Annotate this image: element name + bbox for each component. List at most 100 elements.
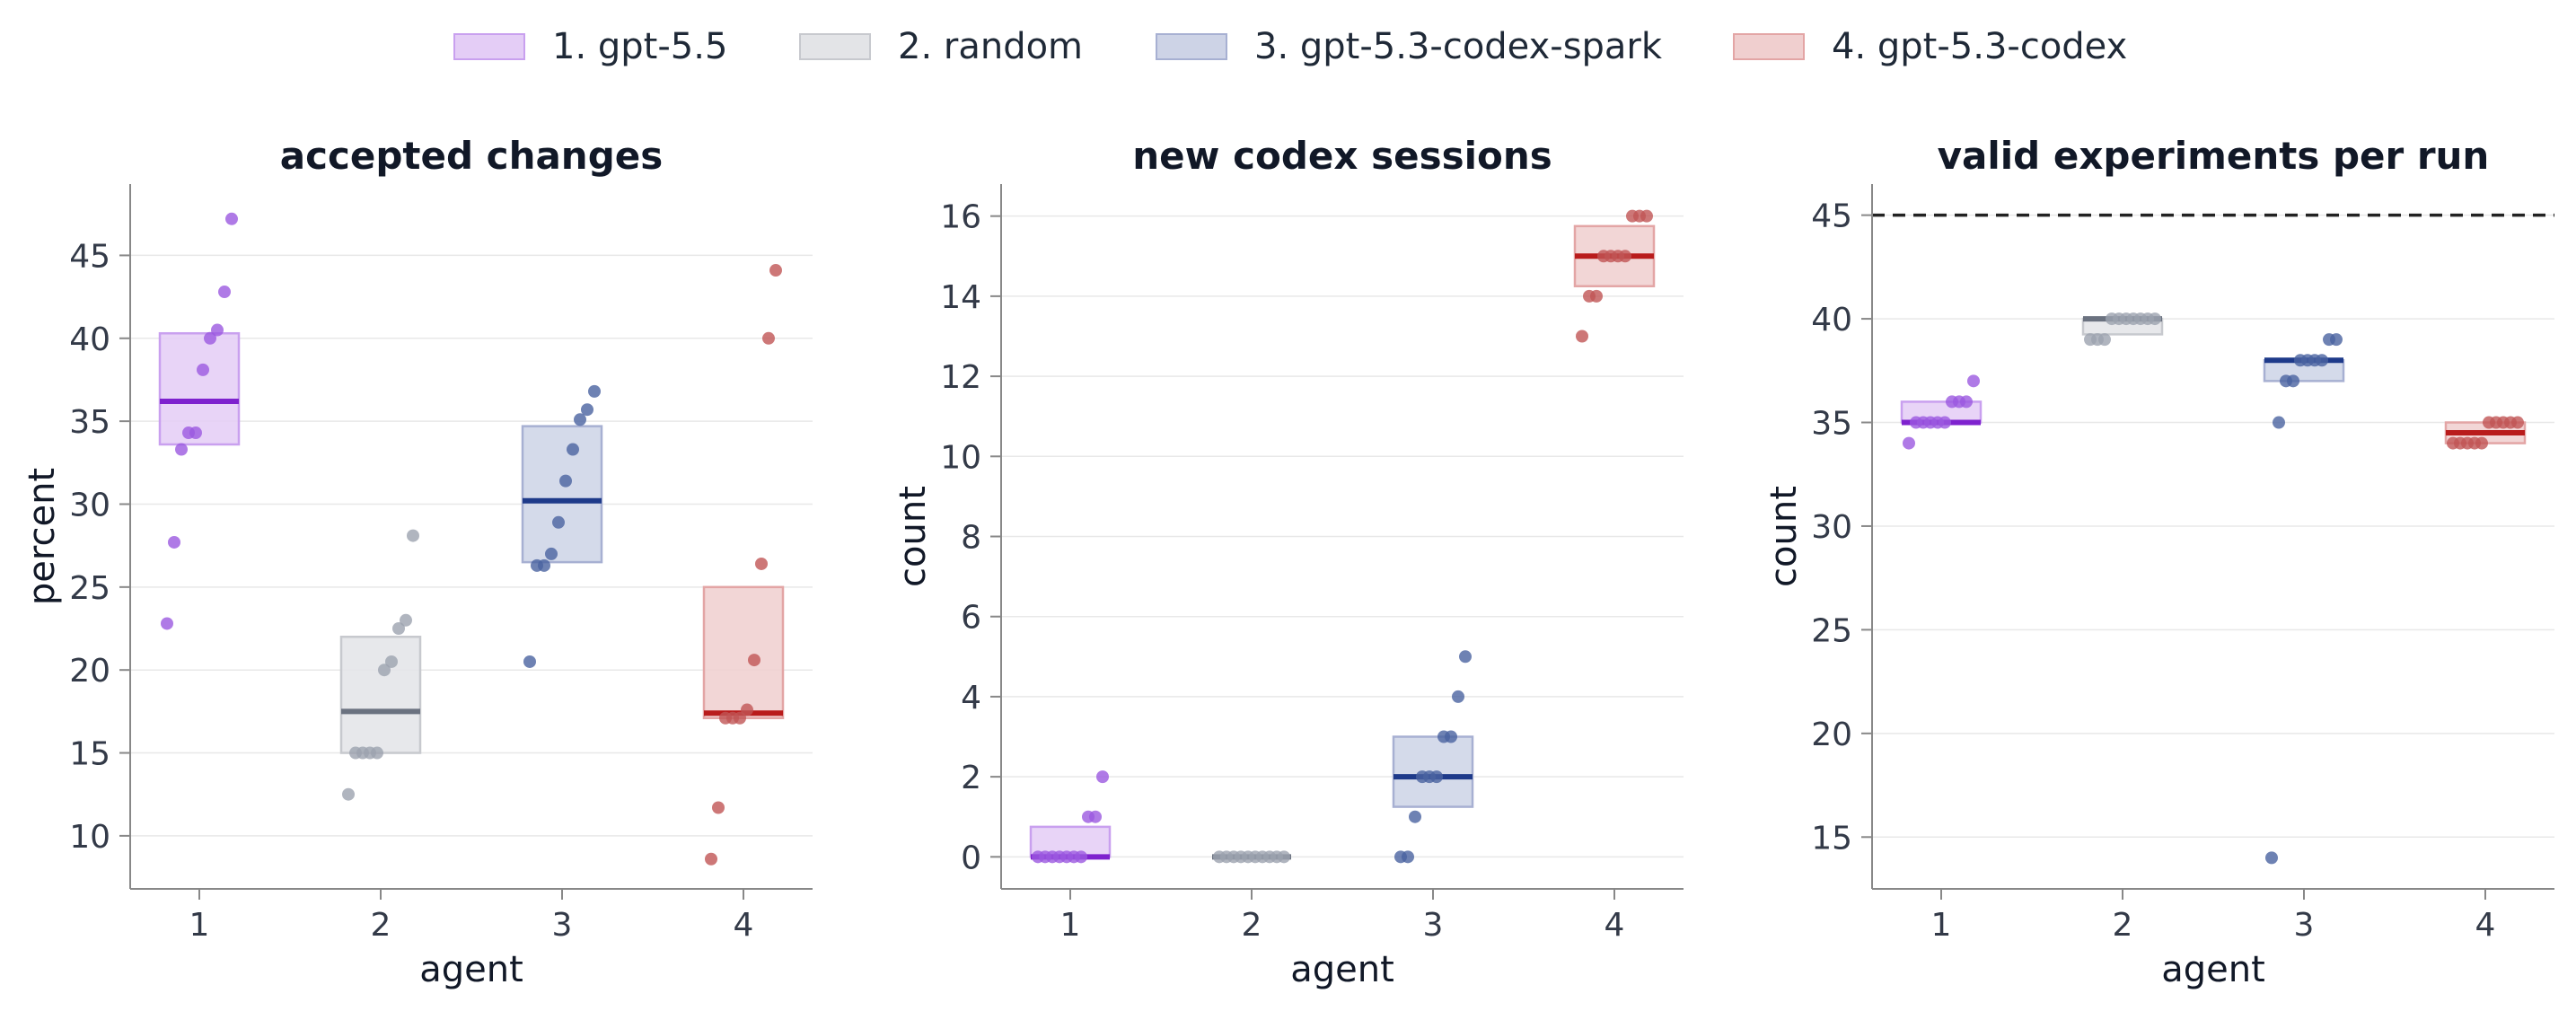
data-point [2511, 416, 2524, 429]
legend-swatch [1156, 33, 1227, 60]
y-tick-label: 35 [69, 404, 110, 441]
iqr-box [1392, 735, 1474, 808]
legend-item-random: 2. random [799, 20, 1083, 74]
x-tick-label: 3 [2294, 907, 2315, 944]
y-tick-label: 12 [940, 359, 981, 396]
series-1 [1900, 374, 1983, 450]
y-tick-label: 6 [961, 600, 981, 637]
data-point [1452, 690, 1464, 703]
data-point [523, 655, 536, 668]
legend-swatch [1733, 33, 1805, 60]
data-point [1402, 850, 1414, 864]
series-4 [2444, 416, 2527, 450]
data-point [342, 787, 355, 801]
data-point [1409, 810, 1421, 823]
data-point [734, 711, 746, 725]
data-point [400, 613, 412, 627]
y-tick-label: 40 [69, 321, 110, 358]
x-axis-label: agent [1290, 949, 1394, 990]
data-point [1278, 850, 1290, 864]
legend-item-gpt-5-5: 1. gpt-5.5 [453, 20, 727, 74]
data-point [225, 212, 238, 225]
y-tick-label: 4 [961, 680, 981, 716]
data-point [371, 746, 383, 760]
data-point [559, 474, 572, 488]
y-tick-label: 45 [1811, 198, 1852, 235]
data-point [712, 801, 725, 814]
legend-label: 1. gpt-5.5 [552, 26, 728, 67]
data-point [1640, 209, 1653, 223]
legend: 1. gpt-5.5 2. random 3. gpt-5.3-codex-sp… [0, 20, 2576, 74]
x-tick-label: 4 [1605, 907, 1625, 944]
data-point [2273, 416, 2285, 429]
legend-item-gpt-5-3-codex: 4. gpt-5.3-codex [1733, 20, 2127, 74]
data-point [2098, 333, 2111, 347]
y-tick-label: 2 [961, 760, 981, 796]
data-point [1939, 416, 1951, 429]
data-point [552, 515, 565, 529]
y-tick-label: 35 [1811, 406, 1852, 443]
data-point [545, 547, 558, 560]
data-point [2475, 436, 2488, 450]
data-point [189, 426, 202, 440]
data-point [574, 413, 586, 426]
iqr-box [521, 425, 603, 564]
series-3 [521, 384, 603, 668]
data-point [385, 655, 398, 668]
y-tick-label: 45 [69, 238, 110, 275]
x-tick-label: 1 [1931, 907, 1952, 944]
data-point [1576, 330, 1588, 343]
data-point [1089, 810, 1102, 823]
data-point [2265, 851, 2278, 865]
x-axis-label: agent [419, 949, 523, 990]
y-tick-label: 15 [69, 736, 110, 773]
data-point [1430, 770, 1443, 784]
legend-swatch [453, 33, 525, 60]
data-point [755, 557, 768, 570]
data-point [588, 384, 601, 398]
data-point [2287, 374, 2299, 388]
chart-title: valid experiments per run [1938, 134, 2490, 178]
x-tick-label: 4 [2475, 907, 2496, 944]
data-point [197, 363, 209, 376]
data-point [1590, 289, 1603, 303]
legend-label: 4. gpt-5.3-codex [1832, 26, 2128, 67]
data-point [567, 443, 579, 456]
iqr-box [339, 635, 422, 754]
data-point [1096, 770, 1109, 784]
legend-label: 3. gpt-5.3-codex-spark [1254, 26, 1663, 67]
legend-item-gpt-5-3-codex-spark: 3. gpt-5.3-codex-spark [1156, 20, 1662, 74]
x-tick-label: 3 [1423, 907, 1444, 944]
data-point [392, 622, 405, 636]
iqr-box [702, 585, 785, 720]
y-tick-label: 0 [961, 840, 981, 876]
data-point [168, 535, 180, 549]
y-axis-label: count [892, 486, 934, 587]
y-tick-label: 10 [940, 439, 981, 476]
y-tick-label: 25 [1811, 612, 1852, 649]
y-tick-label: 25 [69, 570, 110, 607]
y-axis-label: percent [22, 468, 63, 605]
x-tick-label: 1 [1060, 907, 1081, 944]
y-tick-label: 15 [1811, 820, 1852, 857]
y-tick-label: 14 [940, 279, 981, 316]
data-point [769, 264, 782, 277]
y-tick-label: 30 [69, 487, 110, 523]
data-point [218, 286, 231, 299]
y-tick-label: 20 [1811, 716, 1852, 753]
data-point [204, 331, 216, 345]
x-tick-label: 1 [189, 907, 210, 944]
data-point [1459, 650, 1472, 664]
series-4 [702, 264, 785, 866]
data-point [2316, 354, 2328, 367]
data-point [2149, 312, 2161, 326]
data-point [748, 654, 760, 667]
data-point [175, 443, 188, 456]
series-2 [339, 529, 422, 801]
y-tick-label: 40 [1811, 302, 1852, 338]
y-tick-label: 20 [69, 653, 110, 690]
data-point [762, 331, 775, 345]
data-point [1445, 730, 1457, 743]
